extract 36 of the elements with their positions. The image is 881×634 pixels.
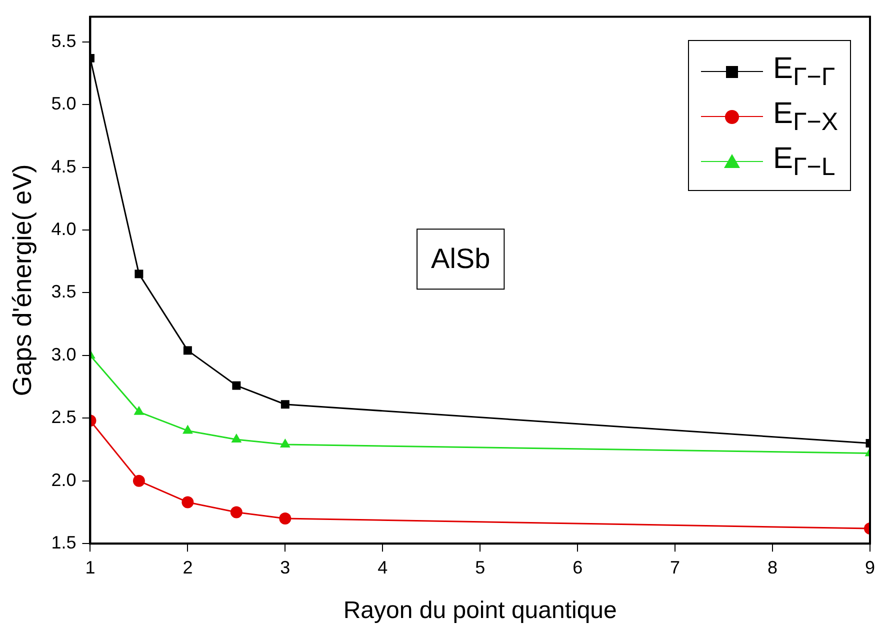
y-tick-label: 5.0 (51, 94, 76, 114)
x-tick-label: 7 (670, 557, 680, 578)
x-tick-label: 1 (85, 557, 96, 578)
legend-label: E$_{Γ−L}$ (772, 142, 836, 182)
point (132, 474, 145, 487)
point (280, 438, 290, 448)
y-tick-label: 3.0 (51, 344, 76, 364)
x-tick-label: 3 (280, 557, 290, 578)
y-tick-label: 2.0 (51, 470, 76, 490)
point (279, 512, 292, 525)
y-tick-label: 4.0 (51, 218, 76, 239)
x-tick-label: 4 (378, 557, 388, 578)
y-tick-label: 3.5 (51, 282, 76, 302)
annotation: AlSb (431, 242, 490, 274)
point (182, 424, 193, 434)
point (230, 506, 242, 518)
y-axis-title: Gaps d'énergie( eV) (6, 164, 37, 396)
point (231, 433, 242, 442)
point (182, 496, 194, 508)
legend-label: E$_{Γ−Γ}$ (772, 52, 836, 92)
y-tick-label: 4.5 (51, 156, 76, 176)
legend-label: E$_{Γ−X}$ (772, 96, 838, 136)
x-axis-title: Rayon du point quantique (343, 597, 617, 624)
x-tick-label: 8 (768, 557, 778, 578)
point (134, 406, 144, 415)
point (183, 346, 192, 355)
y-tick-label: 2.5 (51, 407, 76, 428)
x-tick-label: 2 (182, 557, 193, 578)
x-tick-label: 6 (572, 557, 583, 578)
point (232, 381, 241, 390)
point (280, 400, 290, 409)
x-tick-label: 9 (864, 557, 875, 578)
y-tick-label: 1.5 (51, 532, 76, 553)
y-tick-label: 5.5 (51, 30, 76, 51)
point (134, 270, 144, 278)
x-tick-label: 5 (475, 557, 486, 578)
